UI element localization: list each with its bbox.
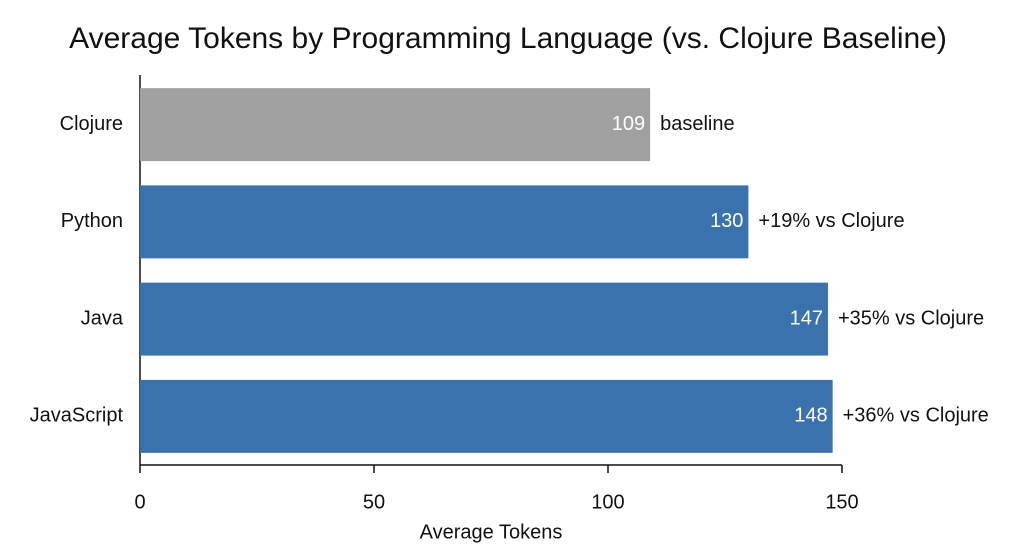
- chart-title: Average Tokens by Programming Language (…: [69, 22, 947, 55]
- bar-annotation: baseline: [660, 113, 735, 135]
- y-tick-label: JavaScript: [30, 405, 124, 427]
- y-tick-label: Clojure: [60, 113, 123, 135]
- bar-annotation: +35% vs Clojure: [838, 307, 984, 329]
- x-axis-label: Average Tokens: [420, 521, 563, 543]
- x-tick-label: 0: [134, 491, 145, 513]
- y-tick-label: Java: [81, 307, 124, 329]
- x-tick-label: 150: [825, 491, 858, 513]
- value-label: 148: [794, 405, 827, 427]
- bar-annotation: +19% vs Clojure: [758, 210, 904, 232]
- value-label: 109: [612, 113, 645, 135]
- bar: [140, 379, 833, 453]
- bar-annotation: +36% vs Clojure: [843, 405, 989, 427]
- y-tick-label: Python: [61, 210, 123, 232]
- value-label: 130: [710, 210, 743, 232]
- bar: [140, 88, 651, 162]
- x-tick-label: 100: [591, 491, 624, 513]
- x-tick-label: 50: [363, 491, 385, 513]
- bar: [140, 185, 749, 259]
- value-label: 147: [790, 307, 823, 329]
- bar: [140, 282, 828, 356]
